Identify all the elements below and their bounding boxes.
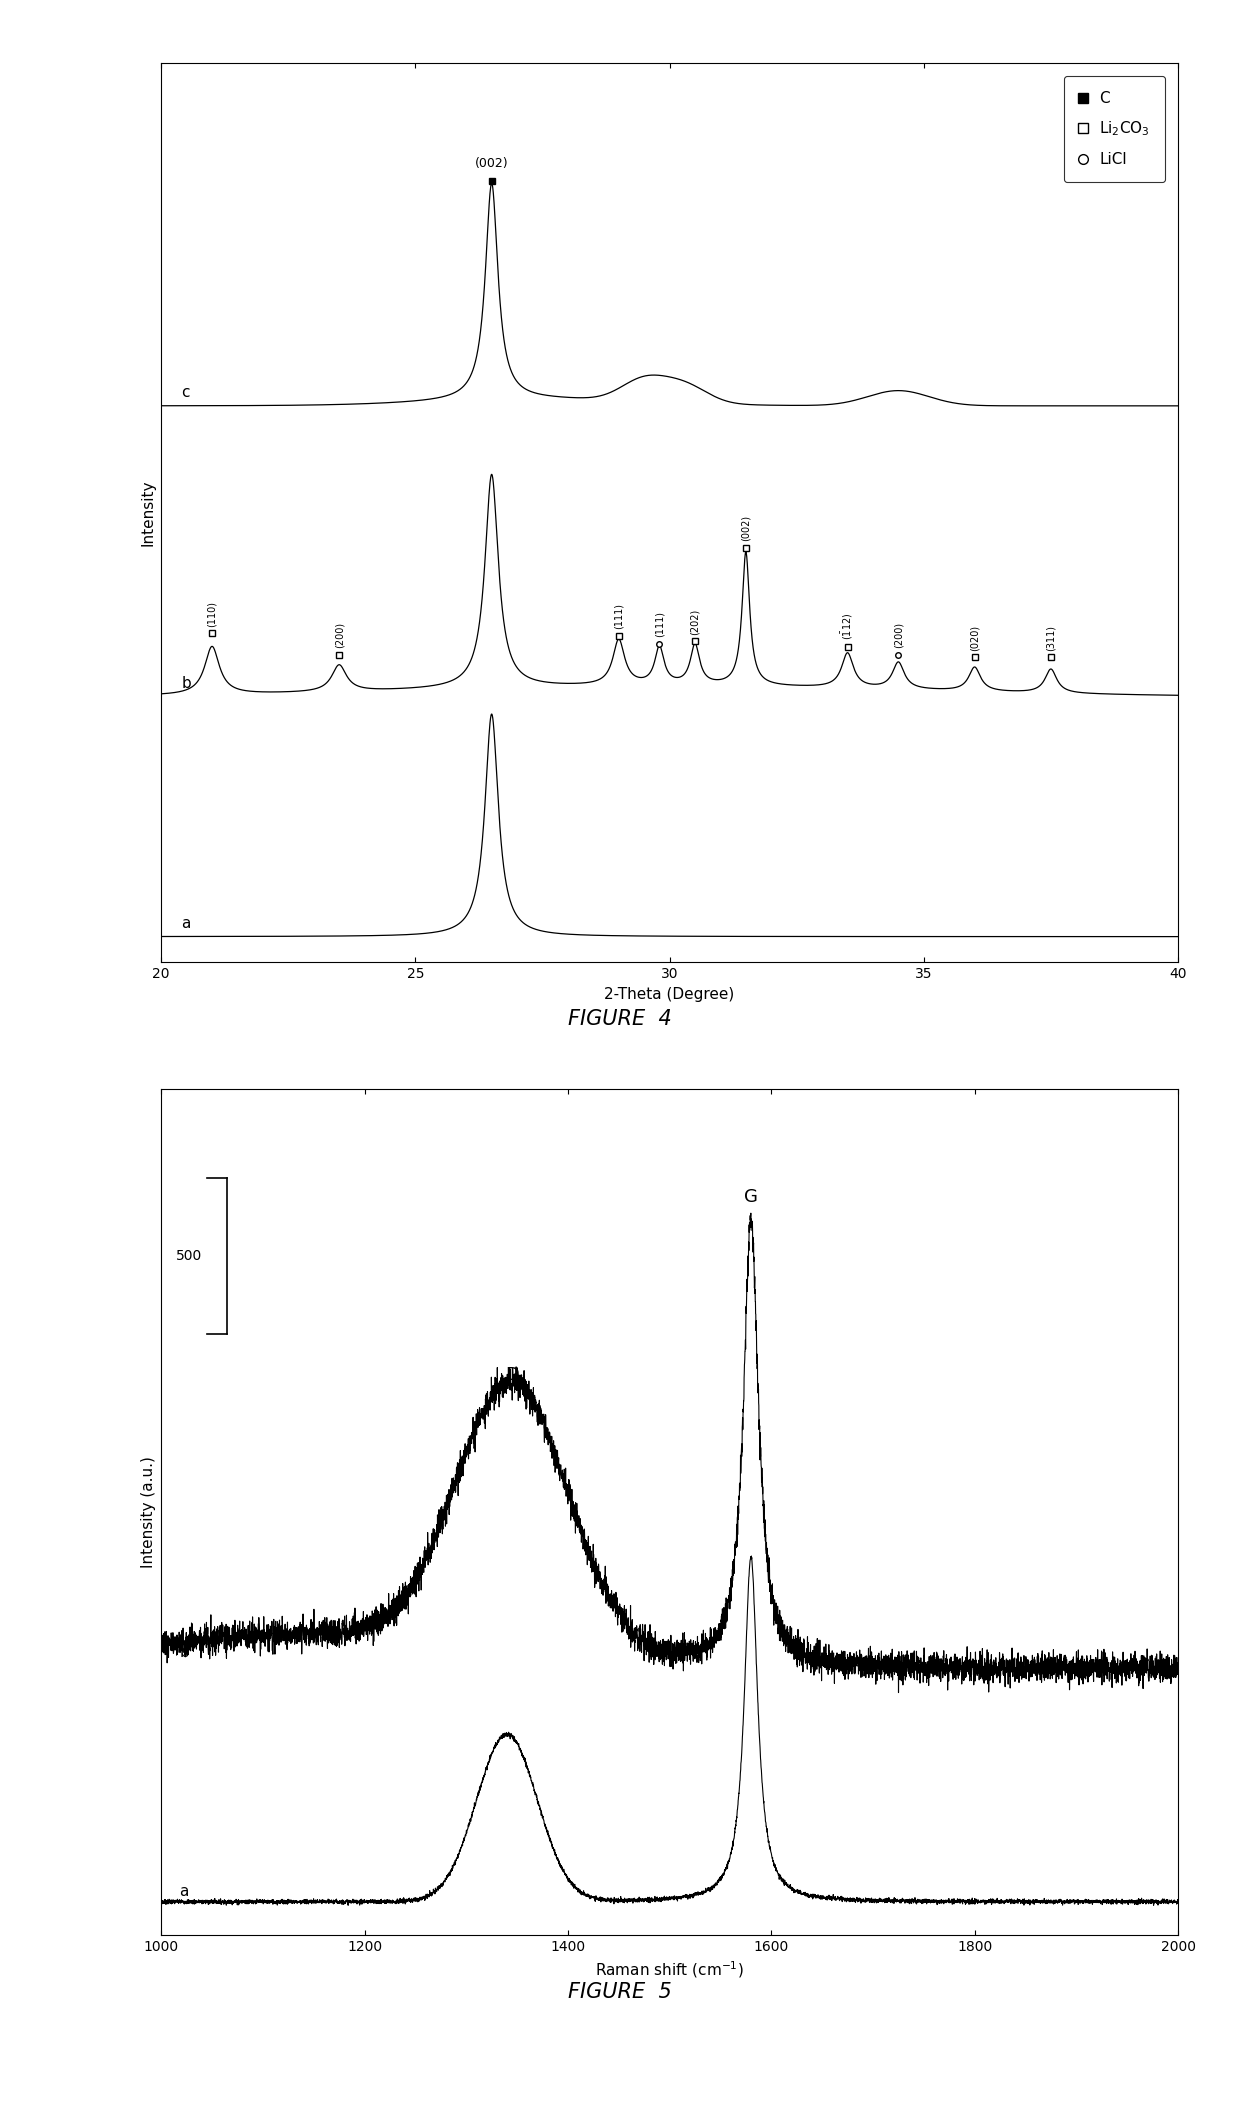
Text: (111): (111) (614, 603, 624, 630)
Text: 500: 500 (176, 1248, 202, 1263)
X-axis label: Raman shift (cm$^{-1}$): Raman shift (cm$^{-1}$) (595, 1961, 744, 1980)
Text: (200): (200) (334, 622, 345, 647)
Y-axis label: Intensity (a.u.): Intensity (a.u.) (140, 1457, 156, 1567)
Text: (202): (202) (689, 609, 701, 634)
Text: (002): (002) (475, 157, 508, 171)
Text: FIGURE  5: FIGURE 5 (568, 1982, 672, 2003)
Text: b: b (181, 677, 191, 692)
Text: (110): (110) (207, 601, 217, 626)
Text: (111): (111) (655, 611, 665, 637)
Text: a: a (180, 1884, 188, 1899)
Text: (020): (020) (970, 624, 980, 651)
Text: FIGURE  4: FIGURE 4 (568, 1009, 672, 1030)
Text: c: c (181, 385, 190, 400)
Y-axis label: Intensity: Intensity (140, 480, 156, 546)
Text: ($\bar{1}$12): ($\bar{1}$12) (839, 613, 856, 641)
Text: b: b (180, 1645, 190, 1660)
Legend: C, Li$_2$CO$_3$, LiCl: C, Li$_2$CO$_3$, LiCl (1064, 76, 1166, 182)
Text: G: G (744, 1189, 758, 1206)
Text: a: a (181, 916, 191, 931)
Text: D: D (505, 1366, 518, 1383)
Text: (200): (200) (893, 622, 904, 647)
Text: (002): (002) (740, 514, 751, 541)
X-axis label: 2-Theta (Degree): 2-Theta (Degree) (604, 988, 735, 1003)
Text: (311): (311) (1045, 624, 1056, 651)
